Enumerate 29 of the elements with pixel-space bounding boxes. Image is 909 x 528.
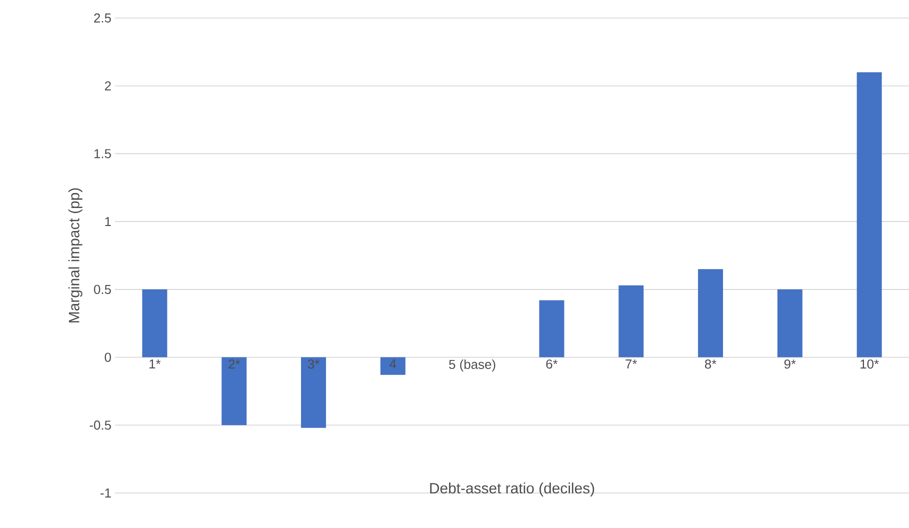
x-tick-label: 3* (308, 359, 320, 369)
x-tick-label: 10* (860, 359, 879, 369)
y-tick-label: 1.5 (94, 149, 111, 158)
x-tick-label: 4 (390, 359, 396, 368)
bar (618, 285, 644, 358)
bar (777, 289, 802, 358)
y-tick-label: 0.5 (94, 284, 111, 294)
y-tick-label: 1 (105, 217, 111, 226)
y-tick-label: 0 (104, 352, 111, 362)
bar (856, 72, 882, 358)
bar (539, 300, 564, 358)
x-tick-label: 7* (626, 359, 638, 368)
bar (698, 269, 724, 358)
x-tick-label: 9* (784, 359, 796, 369)
bar (301, 357, 326, 428)
x-tick-label: 1* (150, 359, 161, 368)
y-tick-label: -1 (100, 488, 111, 498)
x-tick-label: 6* (546, 359, 558, 369)
bar (380, 357, 406, 375)
bar (222, 357, 247, 426)
y-axis-title: Marginal impact (pp) (68, 188, 82, 322)
x-tick-label: 8* (704, 359, 716, 369)
x-tick-label: 2* (228, 359, 240, 369)
x-tick-label: 5 (base) (449, 359, 496, 372)
y-tick-label: -0.5 (90, 420, 111, 430)
bar (142, 289, 168, 358)
y-tick-label: 2.5 (94, 13, 111, 23)
x-axis-title: Debt-asset ratio (deciles) (430, 482, 594, 496)
y-tick-label: 2 (104, 81, 111, 90)
